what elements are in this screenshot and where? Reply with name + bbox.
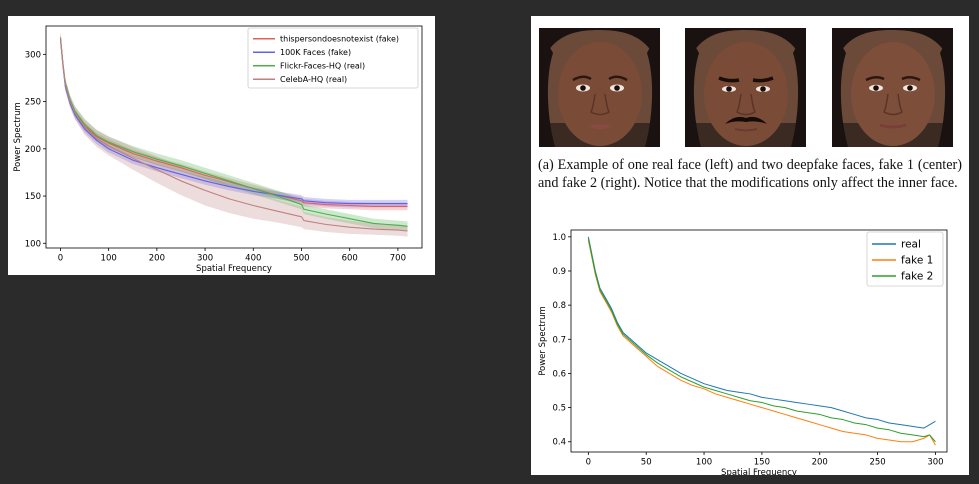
legend-label-0: thispersondoesnotexist (fake) <box>280 35 399 44</box>
x-tick-label: 600 <box>342 254 358 264</box>
legend-label-2: Flickr-Faces-HQ (real) <box>280 62 365 71</box>
y-axis-label: Power Spectrum <box>13 102 23 172</box>
power-spectrum-chart-panel: 0 100 200 300 400 500 600 700 100 150 200 250 300 Spa… <box>8 16 435 275</box>
y-tick-label: 100 <box>25 239 41 249</box>
series-line-2 <box>59 37 408 227</box>
x-tick-label: 0 <box>58 254 63 264</box>
series-line-2 <box>587 238 936 443</box>
power-spectrum-datasets-chart: 0 100 200 300 400 500 600 700100150200250300Spa… <box>13 25 423 274</box>
series-line-1 <box>587 240 936 446</box>
y-tick-label: 0.6 <box>552 369 566 379</box>
x-axis-label: Spatial Frequency <box>721 468 797 475</box>
legend-label-1: 100K Faces (fake) <box>280 48 351 57</box>
x-tick-label: 150 <box>754 458 770 468</box>
x-tick-label: 0 <box>586 458 591 468</box>
y-tick-label: 150 <box>25 192 41 202</box>
x-tick-label: 400 <box>245 254 261 264</box>
fake-1-face-image <box>685 28 806 147</box>
y-tick-label: 250 <box>25 98 41 108</box>
plot-frame <box>45 25 423 249</box>
x-tick-label: 500 <box>293 254 309 264</box>
x-tick-label: 100 <box>696 458 712 468</box>
series-line-0 <box>587 236 936 429</box>
y-tick-label: 0.5 <box>552 404 566 414</box>
figure-caption: (a) Example of one real face (left) and … <box>538 157 962 191</box>
legend-label-1: fake 1 <box>901 255 933 267</box>
x-tick-label: 300 <box>197 254 213 264</box>
x-tick-label: 700 <box>390 254 406 264</box>
x-axis-label: Spatial Frequency <box>196 264 272 274</box>
series-line-1 <box>59 39 408 205</box>
legend-label-3: CelebA-HQ (real) <box>280 75 347 84</box>
y-tick-label: 200 <box>25 145 41 155</box>
x-tick-label: 50 <box>641 458 652 468</box>
x-tick-label: 200 <box>812 458 828 468</box>
y-tick-label: 0.7 <box>552 335 566 345</box>
legend-box <box>866 231 944 287</box>
plot-frame <box>570 229 948 453</box>
y-tick-label: 0.4 <box>552 438 566 448</box>
x-tick-label: 250 <box>869 458 885 468</box>
legend-label-2: fake 2 <box>901 271 933 283</box>
series-line-3 <box>59 37 408 232</box>
fake-2-face-image <box>832 28 953 147</box>
y-tick-label: 300 <box>25 50 41 60</box>
x-tick-label: 100 <box>101 254 117 264</box>
y-tick-label: 0.8 <box>552 301 566 311</box>
y-axis-label: Power Spectrum <box>538 306 548 376</box>
x-tick-label: 200 <box>149 254 165 264</box>
power-spectrum-real-vs-fake-chart: 0 50 100 150 200 250 300 0.4 0.5 0.6 0.7 0.8 0.9 1.0 S… <box>538 229 948 475</box>
deepfake-example-panel: (a) Example of one real face (left) and … <box>531 16 969 475</box>
x-tick-label: 300 <box>927 458 943 468</box>
y-tick-label: 1.0 <box>552 233 566 243</box>
legend-box <box>247 27 419 89</box>
legend-label-0: real <box>901 239 921 251</box>
y-tick-label: 0.9 <box>552 267 566 277</box>
series-band-3 <box>60 31 408 237</box>
real-face-image <box>539 28 660 147</box>
